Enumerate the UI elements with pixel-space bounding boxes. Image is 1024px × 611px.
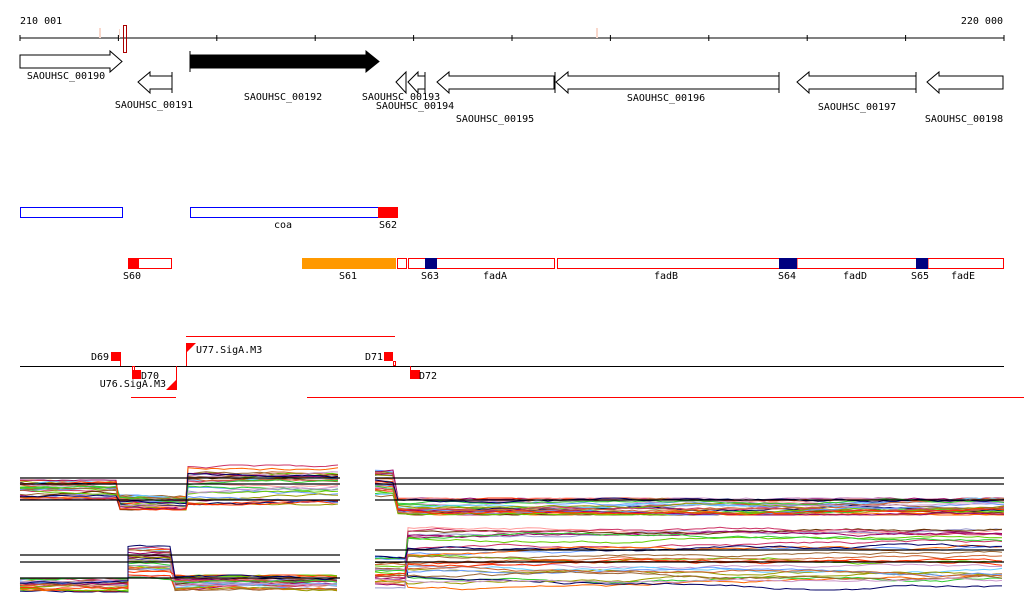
expression-trace: [374, 558, 1003, 577]
segment-S60[interactable]: [128, 258, 139, 269]
segment-S62[interactable]: [378, 207, 398, 218]
transcript-track: coa S62 S60 S61 S63 fadA fadB S64 fadD S…: [20, 207, 1004, 282]
gene-SAOUHSC_00198[interactable]: SAOUHSC_00198: [925, 70, 1004, 125]
expression-trace: [19, 479, 339, 504]
label-S62: S62: [379, 220, 397, 231]
ruler-end-label: 220 000: [961, 16, 1003, 27]
gene-SAOUHSC_00196[interactable]: SAOUHSC_00196: [554, 70, 780, 104]
gene-SAOUHSC_00197[interactable]: SAOUHSC_00197: [796, 70, 917, 113]
expression-panel: [19, 464, 340, 511]
svg-text:D70: D70: [141, 371, 159, 382]
expression-trace: [19, 568, 338, 590]
expression-trace: [374, 557, 1003, 577]
site-D69[interactable]: D69: [91, 352, 121, 366]
svg-text:D71: D71: [365, 352, 383, 363]
expression-trace: [19, 472, 339, 505]
expression-trace: [374, 539, 1003, 571]
expression-trace: [374, 526, 1003, 579]
gene-SAOUHSC_00194[interactable]: SAOUHSC_00194: [376, 70, 454, 112]
gene-SAOUHSC_00192[interactable]: SAOUHSC_00192: [189, 49, 380, 103]
expression-trace: [374, 479, 1005, 504]
marker: [99, 28, 101, 38]
gene-label: SAOUHSC_00197: [818, 102, 896, 113]
svg-text:U77.SigA.M3: U77.SigA.M3: [196, 345, 262, 356]
expression-trace: [374, 531, 1003, 560]
expression-trace: [374, 573, 1003, 591]
gene-track: SAOUHSC_00190 SAOUHSC_00191 SAOUHSC_0019…: [19, 49, 1004, 125]
expression-plots: [19, 464, 1005, 593]
ruler: 210 001 220 000: [19, 16, 1005, 53]
gene-label: SAOUHSC_00198: [925, 114, 1003, 125]
segment-S63[interactable]: [425, 258, 437, 269]
gene-SAOUHSC_00191[interactable]: SAOUHSC_00191: [115, 70, 193, 111]
site-D70[interactable]: D70: [132, 366, 159, 383]
expression-trace: [19, 559, 338, 587]
marker: [596, 28, 598, 38]
gene-label: SAOUHSC_00195: [456, 114, 534, 125]
transcript-unit[interactable]: [20, 207, 123, 218]
marker: [119, 29, 120, 38]
expression-panel: [374, 469, 1005, 516]
svg-text:U76.SigA.M3: U76.SigA.M3: [100, 379, 166, 390]
site-U76[interactable]: U76.SigA.M3: [100, 366, 177, 390]
segment-S64[interactable]: [779, 258, 797, 269]
site-D71[interactable]: D71: [365, 352, 396, 366]
gene-label: SAOUHSC_00193: [362, 92, 440, 103]
gene-SAOUHSC_00193[interactable]: SAOUHSC_00193: [362, 70, 440, 103]
label-fadD: fadD: [843, 271, 867, 282]
expression-trace: [374, 543, 1003, 559]
label-S60: S60: [123, 271, 141, 282]
expression-trace: [19, 467, 339, 501]
expression-trace: [374, 488, 1005, 514]
svg-text:D72: D72: [419, 371, 437, 382]
expression-trace: [19, 481, 339, 511]
label-S61: S61: [339, 271, 357, 282]
expression-panel: [374, 526, 1004, 591]
segment-S61[interactable]: [302, 258, 396, 269]
label-S63: S63: [421, 271, 439, 282]
expression-trace: [19, 576, 338, 584]
ruler-start-label: 210 001: [20, 16, 62, 27]
label-fadB: fadB: [654, 271, 678, 282]
transcript-fadA[interactable]: [408, 258, 555, 269]
svg-text:D69: D69: [91, 352, 109, 363]
expression-panel: [19, 544, 340, 593]
label-S64: S64: [778, 271, 796, 282]
expression-trace: [374, 528, 1003, 564]
transcript-unit[interactable]: [397, 258, 407, 269]
site-D72[interactable]: D72: [410, 366, 437, 382]
expression-trace: [19, 476, 339, 500]
label-fadE: fadE: [951, 271, 975, 282]
expression-trace: [374, 485, 1005, 505]
expression-trace: [374, 556, 1002, 591]
label-S65: S65: [911, 271, 929, 282]
expression-trace: [19, 472, 339, 510]
expression-trace: [375, 562, 1003, 578]
sites-track: D69 D70 U76.SigA.M3 U77.SigA.M3 D71 D72: [20, 336, 1024, 398]
expression-trace: [374, 481, 1005, 516]
gene-label: SAOUHSC_00192: [244, 92, 322, 103]
gene-SAOUHSC_00190[interactable]: SAOUHSC_00190: [19, 49, 123, 82]
expression-trace: [374, 550, 1003, 571]
expression-trace: [374, 469, 1005, 502]
label-coa: coa: [274, 220, 292, 231]
segment-S65[interactable]: [916, 258, 928, 269]
expression-trace: [19, 544, 338, 584]
gene-SAOUHSC_00195[interactable]: SAOUHSC_00195: [436, 70, 555, 125]
expression-trace: [374, 535, 1003, 568]
gene-label: SAOUHSC_00191: [115, 100, 193, 111]
gene-label: SAOUHSC_00196: [627, 93, 705, 104]
expression-trace: [374, 577, 1003, 584]
gene-label: SAOUHSC_00190: [27, 71, 105, 82]
gene-label: SAOUHSC_00194: [376, 101, 454, 112]
label-fadA: fadA: [483, 271, 507, 282]
current-position-marker[interactable]: [123, 25, 127, 53]
transcript-coa[interactable]: [190, 207, 398, 218]
site-U77[interactable]: U77.SigA.M3: [186, 343, 262, 366]
